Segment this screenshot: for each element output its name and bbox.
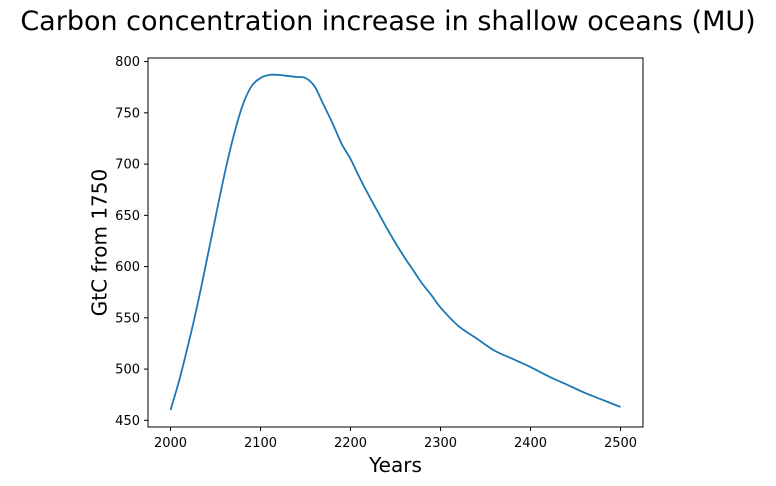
y-tick-label: 550 <box>115 311 140 326</box>
x-tick-label: 2000 <box>154 436 187 451</box>
y-tick-label: 650 <box>115 209 140 224</box>
x-tick-label: 2300 <box>424 436 457 451</box>
y-tick-label: 600 <box>115 260 140 275</box>
y-tick-label: 750 <box>115 106 140 121</box>
x-tick-label: 2100 <box>244 436 277 451</box>
x-axis-label: Years <box>368 453 422 477</box>
y-tick-label: 800 <box>115 55 140 70</box>
plot-frame <box>147 57 644 428</box>
series-line <box>169 73 621 411</box>
chart-title: Carbon concentration increase in shallow… <box>20 6 756 37</box>
y-axis-label: GtC from 1750 <box>88 169 112 316</box>
x-tick-label: 2200 <box>334 436 367 451</box>
y-tick-label: 500 <box>115 363 140 378</box>
x-tick-label: 2400 <box>514 436 547 451</box>
tick-layer: 2000 2100 2200 2300 2400 2500 450 500 550 600 650 7… <box>115 55 637 451</box>
y-tick-label: 450 <box>115 414 140 429</box>
y-tick-label: 700 <box>115 158 140 173</box>
x-tick-label: 2500 <box>604 436 637 451</box>
